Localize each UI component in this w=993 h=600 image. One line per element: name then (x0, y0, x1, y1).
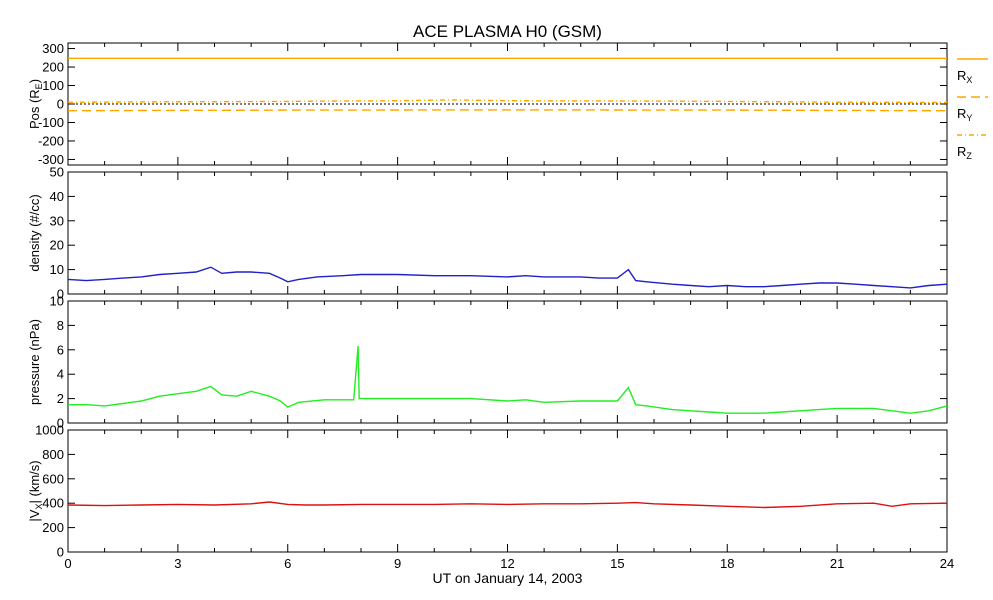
legend-label-sub: X (966, 75, 972, 85)
panel-frame-pressure (67, 300, 948, 424)
y-tick-label-vx: 400 (42, 496, 64, 511)
x-tick-label: 0 (64, 556, 71, 571)
y-tick-label-pressure: 10 (50, 294, 64, 309)
y-tick-label-vx: 800 (42, 447, 64, 462)
y-tick-label-pressure: 2 (57, 391, 64, 406)
series-line-density-0 (67, 266, 948, 289)
y-label-main-density: density (#/cc) (27, 194, 42, 271)
y-tick-label-vx: 1000 (35, 423, 64, 438)
y-tick-label-pos: 100 (42, 78, 64, 93)
panel-frame-vx (67, 429, 948, 553)
y-tick-label-density: 0 (57, 287, 64, 302)
y-tick-label-density: 20 (50, 238, 64, 253)
y-tick-label-density: 30 (50, 213, 64, 228)
legend-label-0: RX (957, 68, 972, 85)
series-line-pos-2 (67, 99, 948, 104)
y-label-sub-pos: E (34, 83, 44, 89)
y-label-main-pos: Pos (R (27, 89, 42, 129)
y-tick-label-pos: 0 (57, 97, 64, 112)
y-tick-label-density: 50 (50, 165, 64, 180)
x-tick-label: 9 (394, 556, 401, 571)
chart-title: ACE PLASMA H0 (GSM) (413, 22, 602, 41)
series-line-pos-1 (67, 109, 948, 112)
y-axis-label-density: density (#/cc) (27, 194, 42, 271)
series-line-pressure-0 (68, 346, 948, 414)
y-tick-label-pressure: 8 (57, 318, 64, 333)
panel-frame-density (67, 171, 948, 295)
y-tick-label-pos: 200 (42, 60, 64, 75)
y-axis-label-pos: Pos (RE) (27, 79, 44, 129)
y-tick-label-vx: 200 (42, 520, 64, 535)
x-tick-label: 6 (284, 556, 291, 571)
y-tick-label-pos: 300 (42, 41, 64, 56)
panel-frame-pos (67, 42, 948, 166)
series-line-vx-0 (67, 501, 948, 509)
x-axis-label: UT on January 14, 2003 (433, 570, 583, 586)
y-tick-label-density: 10 (50, 262, 64, 277)
y-tick-label-pressure: 0 (57, 416, 64, 431)
x-tick-label: 18 (720, 556, 734, 571)
x-tick-label: 3 (174, 556, 181, 571)
y-label-tail-pos: ) (27, 79, 42, 83)
y-label-tail-vx: | (km/s) (27, 460, 42, 503)
y-tick-label-density: 40 (50, 189, 64, 204)
legend-label-main: R (957, 106, 966, 121)
legend-label-1: RY (957, 106, 972, 123)
x-tick-label: 21 (830, 556, 844, 571)
y-axis-label-vx: |VX| (km/s) (27, 460, 44, 521)
y-tick-label-pos: -300 (38, 152, 64, 167)
y-label-main-pressure: pressure (nPa) (27, 319, 42, 405)
x-tick-label: 12 (500, 556, 514, 571)
legend-label-2: RZ (957, 144, 972, 161)
x-tick-label: 15 (610, 556, 624, 571)
legend-label-sub: Y (966, 113, 972, 123)
y-label-main-vx: |V (27, 509, 42, 521)
y-axis-label-pressure: pressure (nPa) (27, 319, 42, 405)
y-tick-label-pos: -100 (38, 115, 64, 130)
y-label-sub-vx: X (34, 504, 44, 510)
legend-label-main: R (957, 144, 966, 159)
legend-label-main: R (957, 68, 966, 83)
y-tick-label-pressure: 4 (57, 367, 64, 382)
x-tick-label: 24 (940, 556, 954, 571)
y-tick-label-vx: 600 (42, 471, 64, 486)
y-tick-label-pressure: 6 (57, 342, 64, 357)
y-tick-label-pos: -200 (38, 133, 64, 148)
legend-label-sub: Z (966, 151, 972, 161)
y-tick-label-vx: 0 (57, 545, 64, 560)
